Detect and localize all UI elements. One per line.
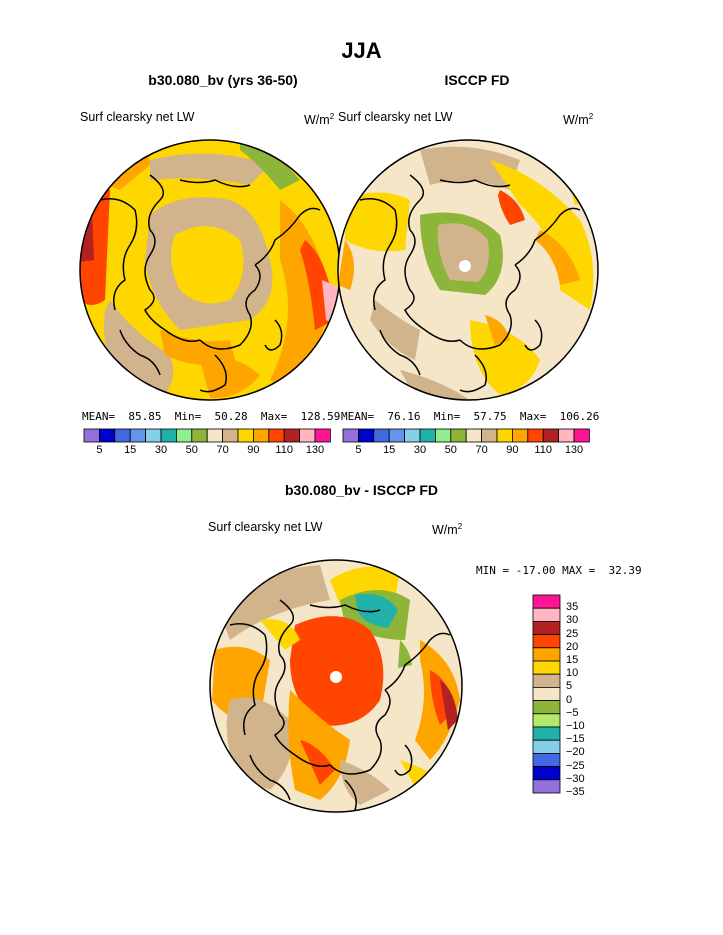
- colorbar-swatch: [481, 428, 498, 443]
- colorbar-swatch: [558, 428, 575, 443]
- colorbar-swatch: [357, 428, 375, 443]
- colorbar-swatch: [496, 428, 513, 443]
- colorbar-tick-label: 90: [247, 444, 260, 456]
- colorbar-tick-label: 35: [566, 601, 579, 614]
- colorbar-swatch: [268, 428, 285, 443]
- colorbar-swatch: [252, 428, 270, 443]
- colorbar-swatch: [237, 428, 254, 443]
- difference-polar-map: [210, 560, 462, 812]
- colorbar-tick-label: 90: [506, 444, 519, 456]
- colorbar-swatch: [450, 428, 467, 443]
- colorbar-tick-label: 20: [566, 640, 579, 653]
- colorbar-swatch: [388, 428, 406, 443]
- colorbar-tick-label: 70: [475, 444, 488, 456]
- model-stats: MEAN= 85.85 Min= 50.28 Max= 128.59: [82, 410, 341, 423]
- colorbar-swatch: [532, 673, 561, 688]
- colorbar-tick-label: 130: [305, 444, 325, 456]
- colorbar-tick-label: 15: [383, 444, 396, 456]
- colorbar-tick-label: 15: [566, 654, 579, 666]
- colorbar-swatch: [83, 428, 100, 443]
- difference-units: W/m2: [432, 522, 463, 538]
- difference-colorbar: [532, 594, 561, 794]
- colorbar-tick-label: 25: [566, 627, 579, 640]
- colorbar-swatch: [314, 428, 331, 443]
- colorbar-swatch: [512, 428, 529, 443]
- colorbar-swatch: [160, 428, 177, 443]
- colorbar-swatch: [342, 428, 359, 443]
- colorbar-tick-label: −25: [566, 759, 585, 772]
- colorbar-swatch: [404, 428, 421, 443]
- colorbar-swatch: [145, 428, 162, 443]
- colorbar-tick-label: 110: [534, 444, 552, 456]
- colorbar-tick-label: −5: [566, 706, 579, 719]
- page-title: JJA: [341, 38, 382, 63]
- colorbar-tick-label: −30: [566, 772, 585, 785]
- colorbar-swatch: [532, 687, 561, 702]
- colorbar-swatch: [532, 766, 561, 781]
- colorbar-swatch: [191, 428, 208, 443]
- obs-units: W/m2: [563, 112, 594, 128]
- colorbar-tick-label: −35: [566, 786, 585, 798]
- colorbar-swatch: [532, 713, 561, 728]
- colorbar-swatch: [532, 647, 561, 662]
- colorbar-swatch: [434, 428, 452, 443]
- colorbar-swatch: [532, 739, 561, 754]
- colorbar-tick-label: 50: [444, 444, 457, 456]
- colorbar-swatch: [419, 428, 436, 443]
- colorbar-tick-label: −10: [566, 720, 585, 732]
- colorbar-tick-label: −20: [566, 746, 585, 759]
- colorbar-tick-label: 5: [566, 680, 573, 693]
- colorbar-swatch: [542, 428, 560, 443]
- colorbar-swatch: [373, 428, 390, 443]
- obs-variable-label: Surf clearsky net LW: [338, 110, 453, 124]
- colorbar-swatch: [532, 726, 561, 741]
- colorbar-tick-label: 130: [564, 444, 584, 456]
- colorbar-swatch: [527, 428, 544, 443]
- colorbar-tick-label: 15: [124, 444, 137, 456]
- colorbar-swatch: [532, 594, 561, 609]
- model-variable-label: Surf clearsky net LW: [80, 110, 195, 124]
- colorbar-swatch: [114, 428, 131, 443]
- colorbar-swatch: [129, 428, 146, 443]
- model-colorbar: [83, 428, 331, 443]
- colorbar-tick-label: 30: [566, 614, 579, 627]
- colorbar-swatch: [206, 428, 223, 443]
- colorbar-swatch: [222, 428, 239, 443]
- colorbar-swatch: [532, 634, 561, 649]
- colorbar-tick-label: −15: [566, 733, 585, 746]
- colorbar-swatch: [532, 700, 561, 715]
- obs-stats: MEAN= 76.16 Min= 57.75 Max= 106.26: [341, 410, 600, 423]
- difference-subtitle: b30.080_bv - ISCCP FD: [284, 482, 439, 498]
- colorbar-swatch: [99, 428, 116, 443]
- difference-min-max: MIN = -17.00 MAX = 32.39: [476, 564, 642, 577]
- colorbar-tick-label: 5: [96, 444, 103, 456]
- colorbar-tick-label: 70: [216, 444, 229, 456]
- model-units: W/m2: [304, 112, 335, 128]
- colorbar-swatch: [532, 753, 561, 768]
- model-subtitle: b30.080_bv (yrs 36-50): [148, 72, 298, 88]
- obs-polar-map: [338, 140, 598, 400]
- difference-variable-label: Surf clearsky net LW: [208, 520, 323, 534]
- colorbar-swatch: [283, 428, 301, 443]
- colorbar-swatch: [532, 621, 561, 636]
- colorbar-tick-label: 30: [413, 444, 427, 456]
- colorbar-swatch: [532, 607, 561, 622]
- colorbar-tick-label: 110: [275, 444, 293, 456]
- colorbar-tick-label: 10: [566, 667, 579, 680]
- colorbar-swatch: [299, 428, 316, 443]
- obs-subtitle: ISCCP FD: [444, 72, 510, 88]
- colorbar-swatch: [175, 428, 193, 443]
- model-polar-map: [80, 140, 340, 400]
- colorbar-tick-label: 0: [566, 693, 573, 706]
- colorbar-swatch: [532, 660, 561, 675]
- colorbar-tick-label: 5: [355, 444, 362, 456]
- colorbar-tick-label: 50: [185, 444, 198, 456]
- colorbar-swatch: [465, 428, 483, 443]
- colorbar-swatch: [532, 779, 561, 794]
- colorbar-swatch: [573, 428, 590, 443]
- colorbar-tick-label: 30: [154, 444, 168, 456]
- obs-colorbar: [342, 428, 590, 443]
